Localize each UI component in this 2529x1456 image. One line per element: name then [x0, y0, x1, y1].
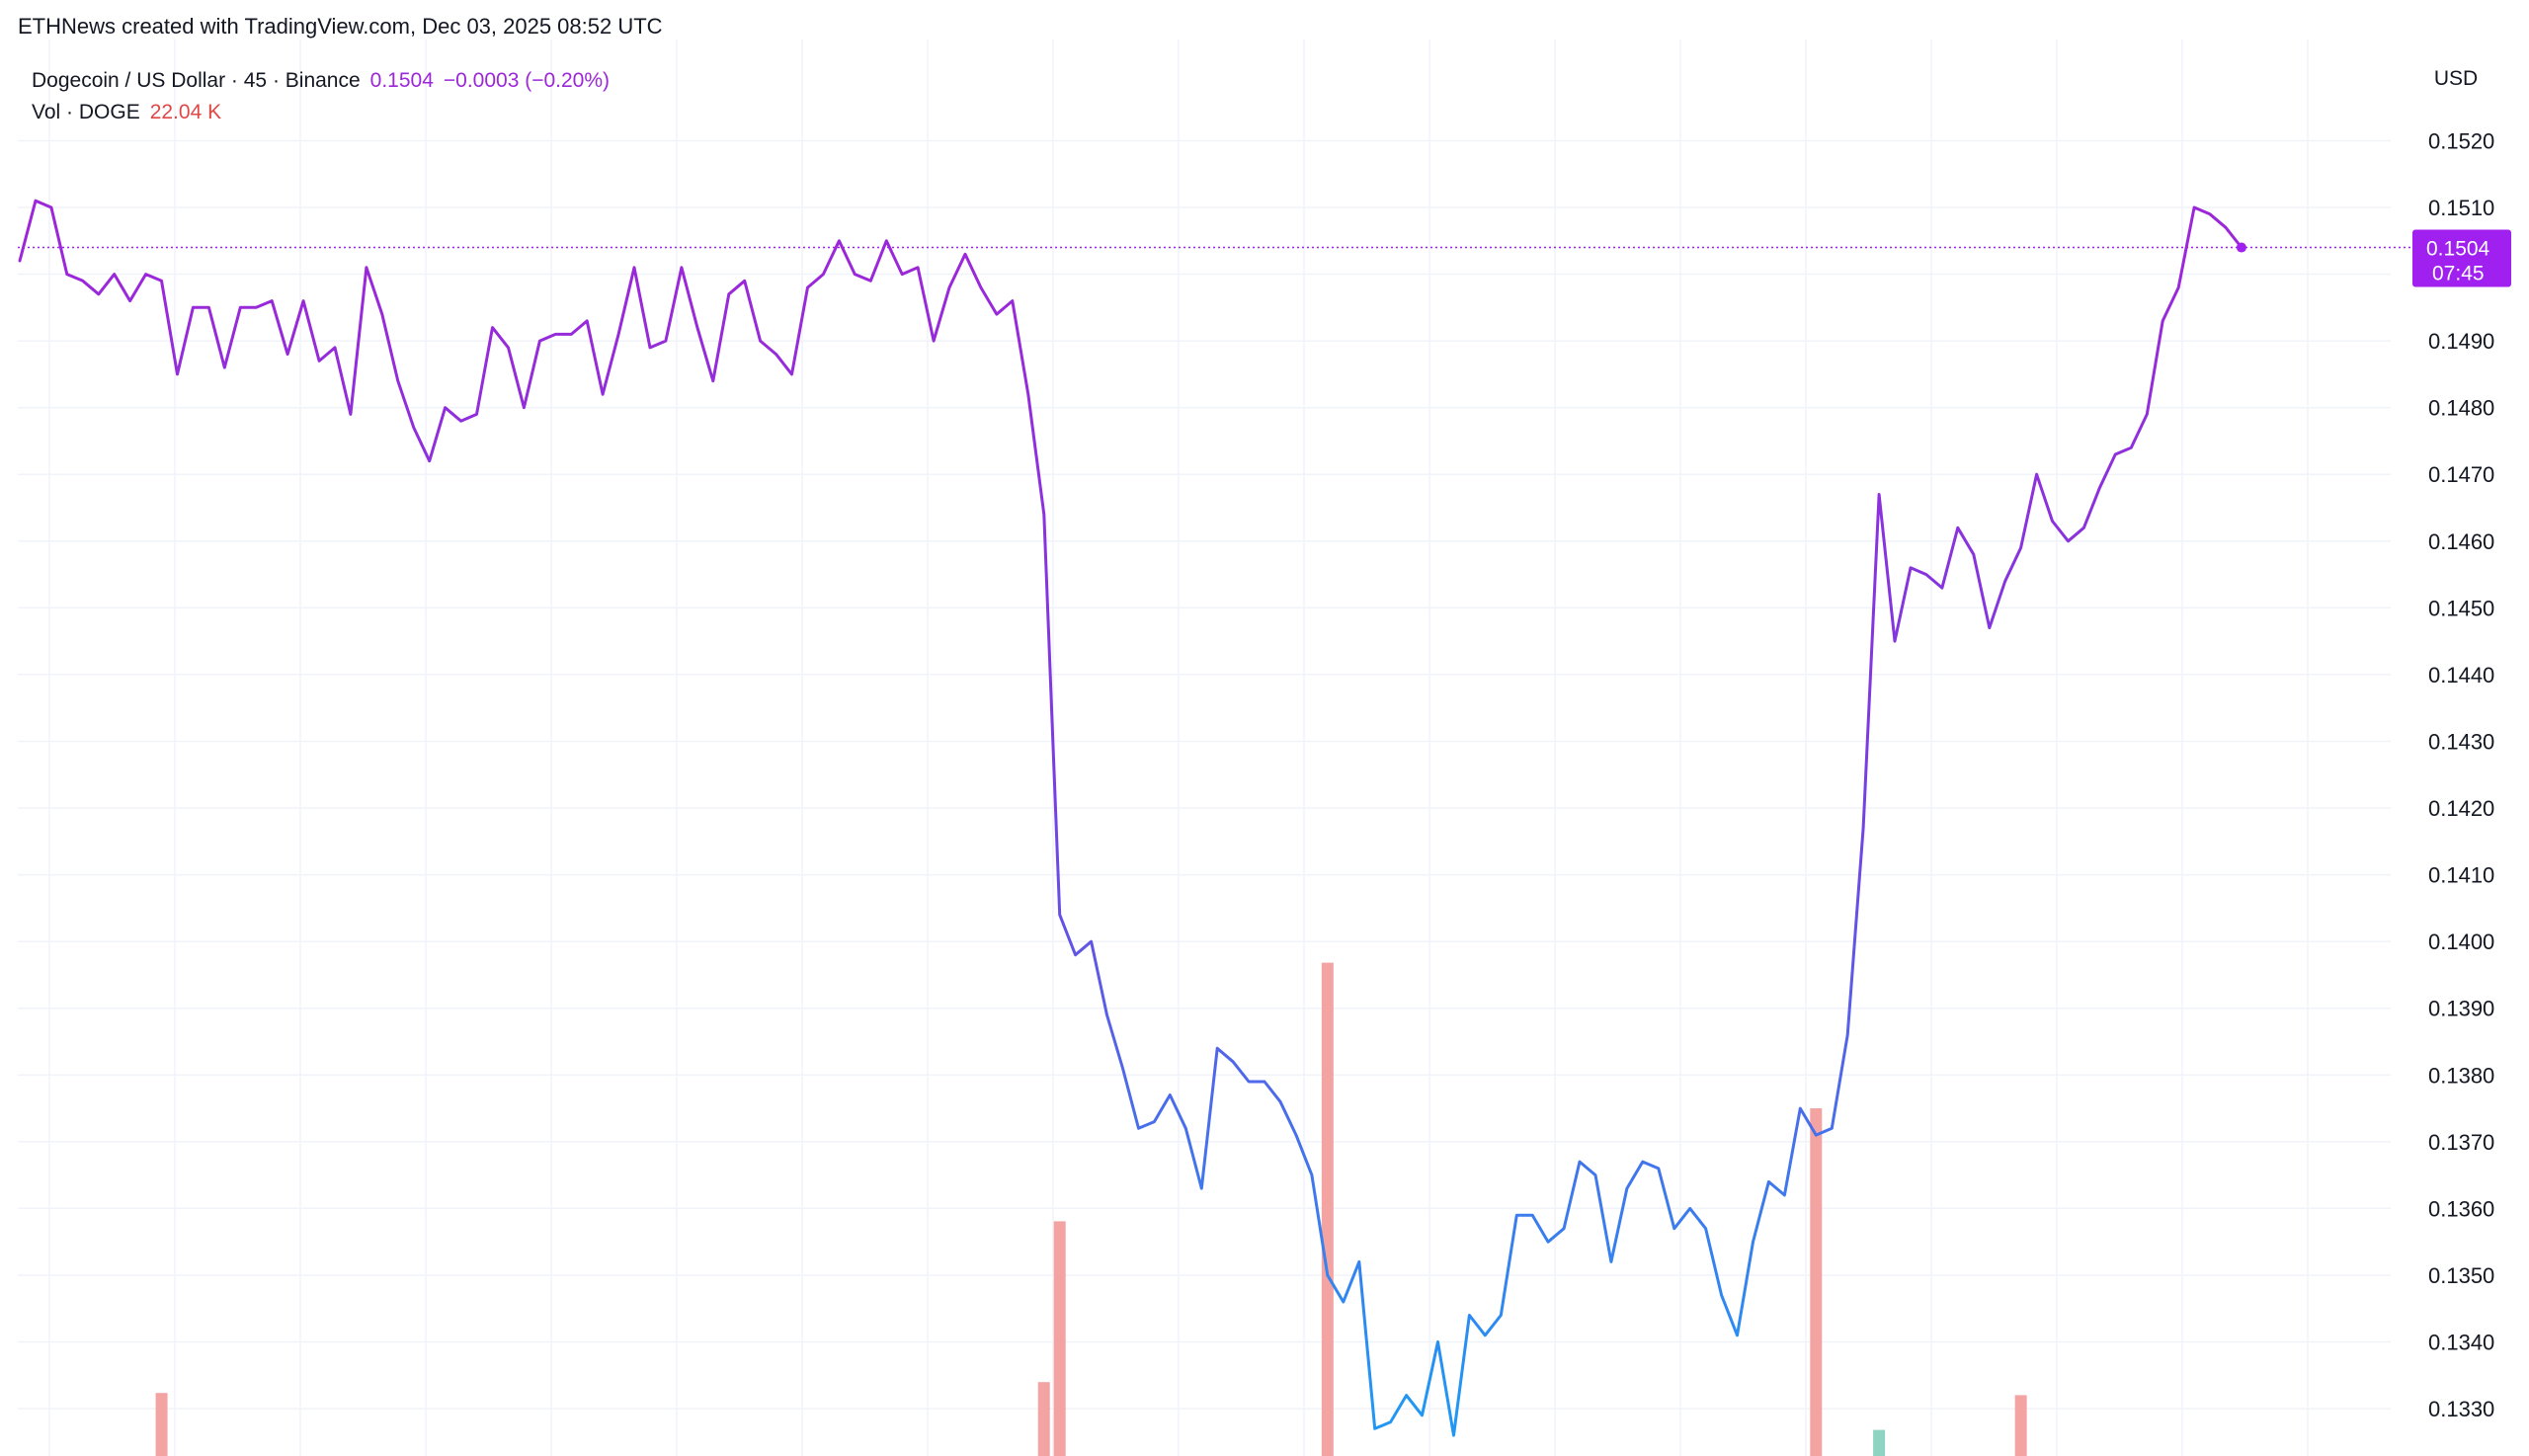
price-axis-label: 0.1430: [2428, 729, 2494, 754]
price-series-line: [18, 199, 2243, 1437]
price-axis-label: 0.1490: [2428, 329, 2494, 354]
legend-last-price: 0.1504: [369, 69, 434, 92]
volume-bar: [1321, 962, 1334, 1456]
price-axis-label: 0.1420: [2428, 796, 2494, 821]
volume-bar: [155, 1393, 168, 1456]
last-price-tag-countdown: 07:45: [2432, 263, 2485, 285]
price-axis-label: 0.1520: [2428, 128, 2494, 153]
price-axis-label: 0.1480: [2428, 396, 2494, 421]
price-axis[interactable]: 0.1520 0.1510 0.1490 0.1480 0.1470 0.1460 0.14…: [2428, 128, 2494, 1421]
last-price-tag-price: 0.1504: [2426, 238, 2490, 261]
last-price-tag: 0.1504 07:45: [2412, 229, 2511, 287]
volume-value: 22.04 K: [149, 101, 222, 123]
volume-bar: [1037, 1382, 1050, 1456]
volume-legend-row[interactable]: Vol · DOGE 22.04 K: [32, 97, 610, 128]
price-axis-label: 0.1460: [2428, 529, 2494, 554]
price-axis-label: 0.1470: [2428, 462, 2494, 487]
volume-label[interactable]: Vol · DOGE: [32, 101, 140, 123]
price-axis-label: 0.1360: [2428, 1196, 2494, 1221]
price-axis-label: 0.1400: [2428, 930, 2494, 954]
chart-grid: [18, 40, 2391, 1456]
price-axis-label: 0.1390: [2428, 997, 2494, 1021]
price-axis-label: 0.1410: [2428, 863, 2494, 888]
price-axis-label: 0.1350: [2428, 1263, 2494, 1288]
price-axis-label: 0.1340: [2428, 1331, 2494, 1355]
volume-bar: [1873, 1429, 1886, 1456]
chart-legend: Dogecoin / US Dollar · 45 · Binance 0.150…: [32, 65, 610, 128]
legend-price-change: −0.0003 (−0.20%): [443, 69, 611, 92]
last-price-point: [2236, 242, 2246, 253]
price-axis-label: 0.1380: [2428, 1063, 2494, 1088]
chart-attribution: ETHNews created with TradingView.com, De…: [18, 14, 663, 39]
last-price-tag-bg: [2412, 229, 2511, 287]
volume-bar: [1053, 1221, 1066, 1456]
price-axis-label: 0.1510: [2428, 196, 2494, 220]
volume-bar: [2014, 1395, 2027, 1456]
currency-button[interactable]: USD: [2410, 59, 2501, 99]
volume-bars: [155, 962, 2027, 1456]
price-axis-label: 0.1450: [2428, 596, 2494, 620]
price-axis-label: 0.1440: [2428, 663, 2494, 688]
volume-bar: [1810, 1108, 1823, 1456]
symbol-legend-row[interactable]: Dogecoin / US Dollar · 45 · Binance 0.150…: [32, 65, 610, 97]
price-axis-label: 0.1330: [2428, 1397, 2494, 1421]
symbol-description[interactable]: Dogecoin / US Dollar · 45 · Binance: [32, 69, 361, 92]
price-axis-label: 0.1370: [2428, 1130, 2494, 1155]
